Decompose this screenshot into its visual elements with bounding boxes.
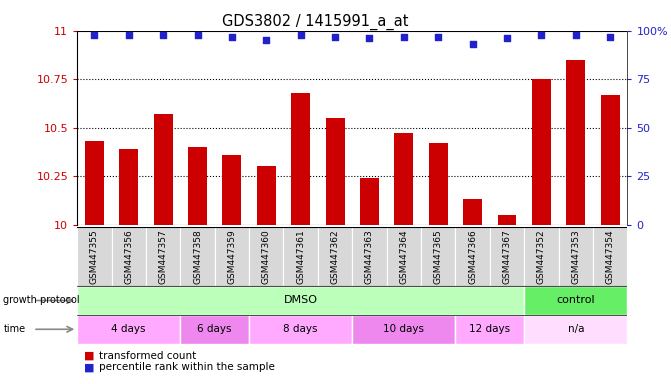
Point: [329, 33, 340, 40]
Text: GSM447361: GSM447361: [296, 230, 305, 284]
Text: GSM447366: GSM447366: [468, 230, 477, 284]
Bar: [463, 199, 482, 225]
Text: GSM447353: GSM447353: [571, 230, 580, 284]
Text: GSM447363: GSM447363: [365, 230, 374, 284]
Bar: [85, 141, 104, 225]
Text: 12 days: 12 days: [469, 324, 511, 334]
Bar: [360, 178, 379, 225]
Text: control: control: [556, 295, 595, 306]
Bar: [318, 227, 352, 286]
Text: 4 days: 4 days: [111, 324, 146, 334]
Bar: [352, 227, 386, 286]
Bar: [223, 155, 242, 225]
Bar: [395, 134, 413, 225]
Bar: [421, 227, 456, 286]
Bar: [257, 167, 276, 225]
Bar: [249, 315, 352, 344]
Text: percentile rank within the sample: percentile rank within the sample: [99, 362, 274, 372]
Point: [192, 31, 203, 38]
Text: DMSO: DMSO: [284, 295, 317, 306]
Point: [502, 35, 513, 41]
Point: [295, 31, 306, 38]
Text: GSM447359: GSM447359: [227, 230, 236, 284]
Point: [433, 33, 444, 40]
Bar: [524, 315, 627, 344]
Text: GSM447356: GSM447356: [124, 230, 134, 284]
Text: GDS3802 / 1415991_a_at: GDS3802 / 1415991_a_at: [222, 13, 409, 30]
Bar: [249, 227, 283, 286]
Point: [123, 31, 134, 38]
Text: ■: ■: [84, 351, 95, 361]
Point: [261, 37, 272, 43]
Bar: [215, 227, 249, 286]
Bar: [352, 315, 456, 344]
Bar: [77, 315, 180, 344]
Bar: [524, 227, 558, 286]
Text: GSM447352: GSM447352: [537, 230, 546, 284]
Bar: [601, 95, 619, 225]
Text: GSM447357: GSM447357: [158, 230, 168, 284]
Bar: [180, 315, 249, 344]
Bar: [283, 227, 318, 286]
Text: GSM447358: GSM447358: [193, 230, 202, 284]
Bar: [429, 143, 448, 225]
Text: growth protocol: growth protocol: [3, 295, 80, 306]
Bar: [77, 227, 111, 286]
Bar: [188, 147, 207, 225]
Point: [89, 31, 100, 38]
Text: GSM447362: GSM447362: [331, 230, 340, 284]
Bar: [119, 149, 138, 225]
Bar: [325, 118, 344, 225]
Point: [467, 41, 478, 47]
Text: transformed count: transformed count: [99, 351, 196, 361]
Bar: [456, 227, 490, 286]
Bar: [154, 114, 172, 225]
Text: time: time: [3, 324, 25, 334]
Bar: [111, 227, 146, 286]
Text: 8 days: 8 days: [283, 324, 318, 334]
Bar: [291, 93, 310, 225]
Bar: [532, 79, 551, 225]
Bar: [456, 315, 524, 344]
Text: 10 days: 10 days: [383, 324, 424, 334]
Point: [364, 35, 375, 41]
Text: GSM447355: GSM447355: [90, 230, 99, 284]
Bar: [180, 227, 215, 286]
Bar: [77, 286, 524, 315]
Point: [158, 31, 168, 38]
Text: GSM447360: GSM447360: [262, 230, 271, 284]
Text: GSM447364: GSM447364: [399, 230, 409, 284]
Bar: [524, 286, 627, 315]
Bar: [146, 227, 180, 286]
Point: [227, 33, 238, 40]
Text: ■: ■: [84, 362, 95, 372]
Point: [605, 33, 615, 40]
Text: GSM447367: GSM447367: [503, 230, 511, 284]
Bar: [566, 60, 585, 225]
Bar: [498, 215, 517, 225]
Point: [570, 31, 581, 38]
Point: [536, 31, 547, 38]
Point: [399, 33, 409, 40]
Text: 6 days: 6 days: [197, 324, 232, 334]
Bar: [386, 227, 421, 286]
Bar: [559, 227, 593, 286]
Bar: [593, 227, 627, 286]
Bar: [490, 227, 524, 286]
Text: n/a: n/a: [568, 324, 584, 334]
Text: GSM447354: GSM447354: [606, 230, 615, 284]
Text: GSM447365: GSM447365: [433, 230, 443, 284]
